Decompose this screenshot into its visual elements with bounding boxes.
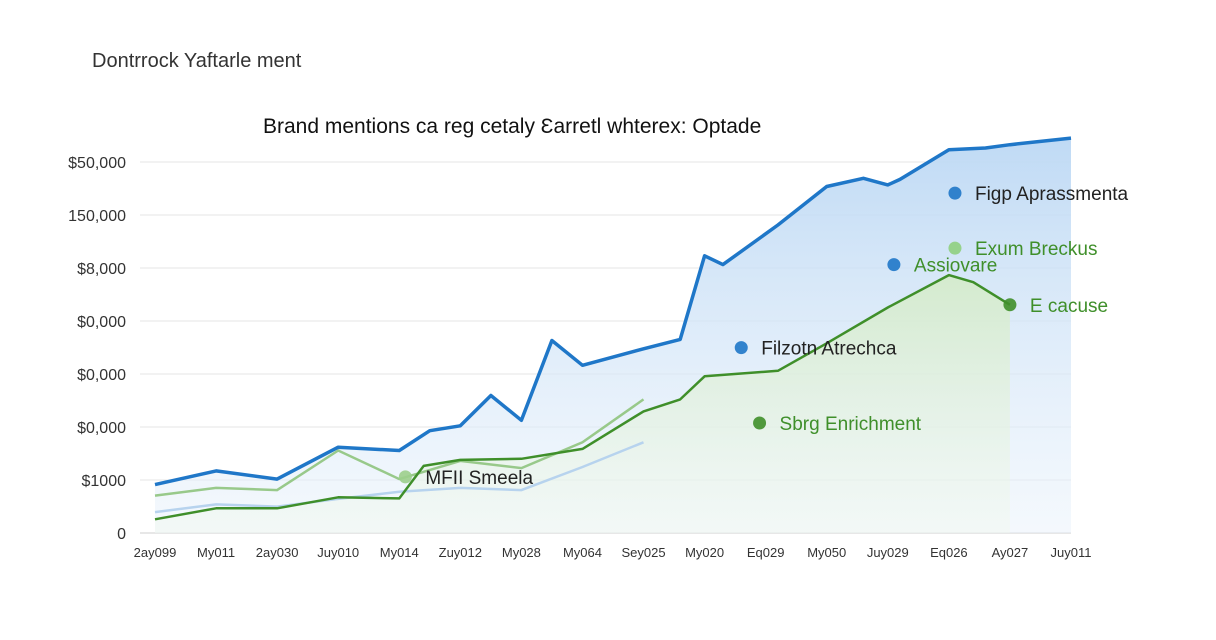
- series-line-blue-light: [154, 441, 644, 514]
- chart-title: Brand mentions ca reg cetaly Ɛarretl wht…: [263, 115, 762, 138]
- x-tick-label: My020: [685, 545, 724, 560]
- annotation-label: Filzotn Atrechca: [761, 339, 897, 360]
- x-axis: 2ay099 My011 2ay030 Juy010 My014 Zuy012 My028 M…: [134, 545, 1092, 560]
- series-area-green: [155, 275, 1010, 533]
- x-tick-label: My011: [197, 545, 235, 560]
- x-tick-label: Sey025: [621, 545, 665, 560]
- y-axis: $50,000 150,000 $8,000 $0,000 $0,000 $0,000 $1…: [68, 155, 126, 543]
- annotation-dot: [887, 258, 901, 272]
- y-tick-label: $1000: [82, 473, 127, 490]
- page-header: Dontrrock Yaftarle ment: [92, 50, 302, 72]
- y-tick-label: 0: [117, 526, 126, 543]
- x-tick-label: My014: [380, 545, 419, 560]
- x-tick-label: Juy010: [317, 545, 359, 560]
- y-tick-label: $0,000: [77, 314, 126, 331]
- x-tick-label: My028: [502, 545, 541, 560]
- x-tick-label: 2ay099: [134, 545, 177, 560]
- annotation-dot: [398, 470, 412, 484]
- x-tick-label: 2ay030: [256, 545, 299, 560]
- x-tick-label: Juy029: [867, 545, 909, 560]
- y-tick-label: $8,000: [77, 261, 126, 278]
- x-tick-label: My050: [807, 545, 846, 560]
- annotation-label: MFII Smeela: [425, 468, 533, 489]
- series-line-green: [154, 273, 1011, 521]
- x-tick-label: Eq026: [930, 545, 968, 560]
- annotation-label: Assiovare: [914, 256, 997, 277]
- annotation-dot: [948, 186, 962, 200]
- annotation-dot: [753, 416, 767, 430]
- annotation-label: E cacuse: [1030, 296, 1108, 317]
- annotation-dot: [734, 341, 748, 355]
- annotation-label: Sbrg Enrichment: [780, 414, 922, 435]
- annotation-dot: [948, 241, 962, 255]
- y-tick-label: $0,000: [77, 420, 126, 437]
- y-tick-label: $0,000: [77, 367, 126, 384]
- annotation-dot: [1003, 298, 1017, 312]
- x-tick-label: Ay027: [992, 545, 1029, 560]
- x-tick-label: My064: [563, 545, 602, 560]
- y-tick-label: 150,000: [68, 208, 126, 225]
- x-tick-label: Juy011: [1051, 545, 1092, 560]
- annotation-label: Figp Aprassmenta: [975, 184, 1129, 205]
- area-fills: [155, 138, 1071, 533]
- y-tick-label: $50,000: [68, 155, 126, 172]
- x-tick-label: Eq029: [747, 545, 785, 560]
- series-line-blue: [154, 136, 1072, 487]
- annotation-label: Exum Breckus: [975, 239, 1097, 260]
- x-tick-label: Zuy012: [439, 545, 482, 560]
